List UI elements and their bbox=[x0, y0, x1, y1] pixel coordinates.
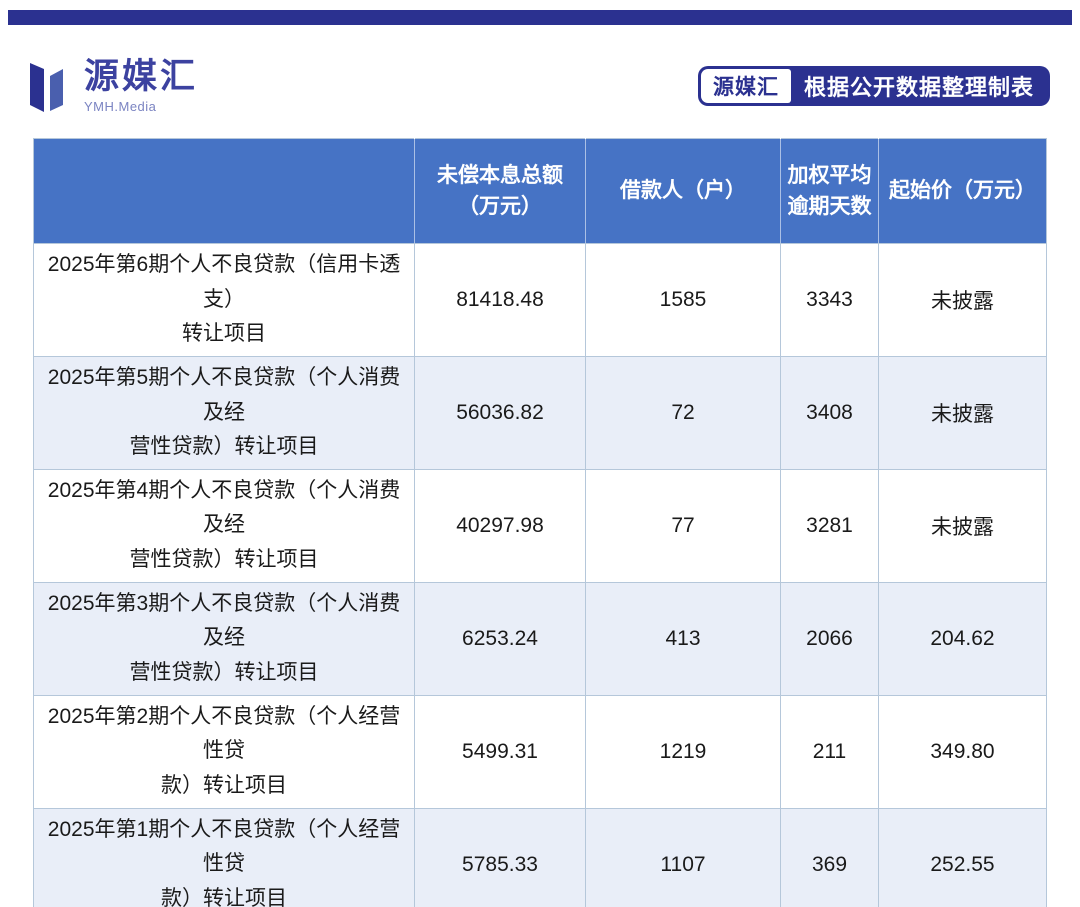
starting-price-cell: 未披露 bbox=[878, 355, 1047, 470]
starting-price-cell: 204.62 bbox=[878, 581, 1047, 696]
header-starting-price: 起始价（万元） bbox=[878, 138, 1047, 244]
borrowers-cell: 1585 bbox=[585, 243, 781, 357]
header-borrowers: 借款人（户） bbox=[585, 138, 781, 244]
project-name-cell: 2025年第1期个人不良贷款（个人经营性贷 款）转让项目 bbox=[33, 807, 415, 907]
brand-subtitle: YMH.Media bbox=[84, 98, 157, 114]
starting-price-cell: 未披露 bbox=[878, 243, 1047, 357]
project-name-cell: 2025年第5期个人不良贷款（个人消费及经 营性贷款）转让项目 bbox=[33, 355, 415, 470]
upb-cell: 5785.33 bbox=[414, 807, 586, 907]
project-name-cell: 2025年第6期个人不良贷款（信用卡透支） 转让项目 bbox=[33, 243, 415, 357]
borrowers-cell: 413 bbox=[585, 581, 781, 696]
starting-price-cell: 349.80 bbox=[878, 694, 1047, 809]
header-project bbox=[33, 138, 415, 244]
table-row: 2025年第4期个人不良贷款（个人消费及经 营性贷款）转让项目 40297.98… bbox=[33, 468, 1047, 583]
header-overdue-days: 加权平均 逾期天数 bbox=[780, 138, 879, 244]
overdue-days-cell: 3281 bbox=[780, 468, 879, 583]
starting-price-cell: 252.55 bbox=[878, 807, 1047, 907]
project-name-cell: 2025年第4期个人不良贷款（个人消费及经 营性贷款）转让项目 bbox=[33, 468, 415, 583]
upb-cell: 40297.98 bbox=[414, 468, 586, 583]
overdue-days-cell: 369 bbox=[780, 807, 879, 907]
brand-name: 源媒汇 bbox=[84, 57, 199, 96]
brand-text-block: 源媒汇 YMH.Media bbox=[84, 57, 199, 114]
borrowers-cell: 1107 bbox=[585, 807, 781, 907]
table-header-row: 未偿本息总额 （万元） 借款人（户） 加权平均 逾期天数 起始价（万元） bbox=[33, 138, 1047, 244]
borrowers-cell: 72 bbox=[585, 355, 781, 470]
source-badge-note: 根据公开数据整理制表 bbox=[803, 75, 1034, 100]
overdue-days-cell: 3343 bbox=[780, 243, 879, 357]
starting-price-cell: 未披露 bbox=[878, 468, 1047, 583]
upb-cell: 81418.48 bbox=[414, 243, 586, 357]
brand-logo: 源媒汇 YMH.Media bbox=[30, 57, 199, 114]
header-upb: 未偿本息总额 （万元） bbox=[414, 138, 586, 244]
loan-transfer-table: 未偿本息总额 （万元） 借款人（户） 加权平均 逾期天数 起始价（万元） 202… bbox=[33, 138, 1047, 907]
borrowers-cell: 1219 bbox=[585, 694, 781, 809]
overdue-days-cell: 211 bbox=[780, 694, 879, 809]
upb-cell: 5499.31 bbox=[414, 694, 586, 809]
table-row: 2025年第5期个人不良贷款（个人消费及经 营性贷款）转让项目 56036.82… bbox=[33, 355, 1047, 470]
overdue-days-cell: 2066 bbox=[780, 581, 879, 696]
project-name-cell: 2025年第3期个人不良贷款（个人消费及经 营性贷款）转让项目 bbox=[33, 581, 415, 696]
ymh-logo-icon bbox=[30, 63, 63, 112]
top-accent-bar bbox=[8, 10, 1072, 25]
borrowers-cell: 77 bbox=[585, 468, 781, 583]
source-badge: 源媒汇 根据公开数据整理制表 bbox=[697, 66, 1050, 106]
table-header: 未偿本息总额 （万元） 借款人（户） 加权平均 逾期天数 起始价（万元） bbox=[33, 138, 1047, 244]
upb-cell: 56036.82 bbox=[414, 355, 586, 470]
project-name-cell: 2025年第2期个人不良贷款（个人经营性贷 款）转让项目 bbox=[33, 694, 415, 809]
source-badge-brand-label: 源媒汇 bbox=[700, 69, 791, 103]
overdue-days-cell: 3408 bbox=[780, 355, 879, 470]
table-row: 2025年第2期个人不良贷款（个人经营性贷 款）转让项目 5499.31 121… bbox=[33, 694, 1047, 809]
upb-cell: 6253.24 bbox=[414, 581, 586, 696]
table-row: 2025年第6期个人不良贷款（信用卡透支） 转让项目 81418.48 1585… bbox=[33, 243, 1047, 357]
table-row: 2025年第3期个人不良贷款（个人消费及经 营性贷款）转让项目 6253.24 … bbox=[33, 581, 1047, 696]
table-row: 2025年第1期个人不良贷款（个人经营性贷 款）转让项目 5785.33 110… bbox=[33, 807, 1047, 907]
